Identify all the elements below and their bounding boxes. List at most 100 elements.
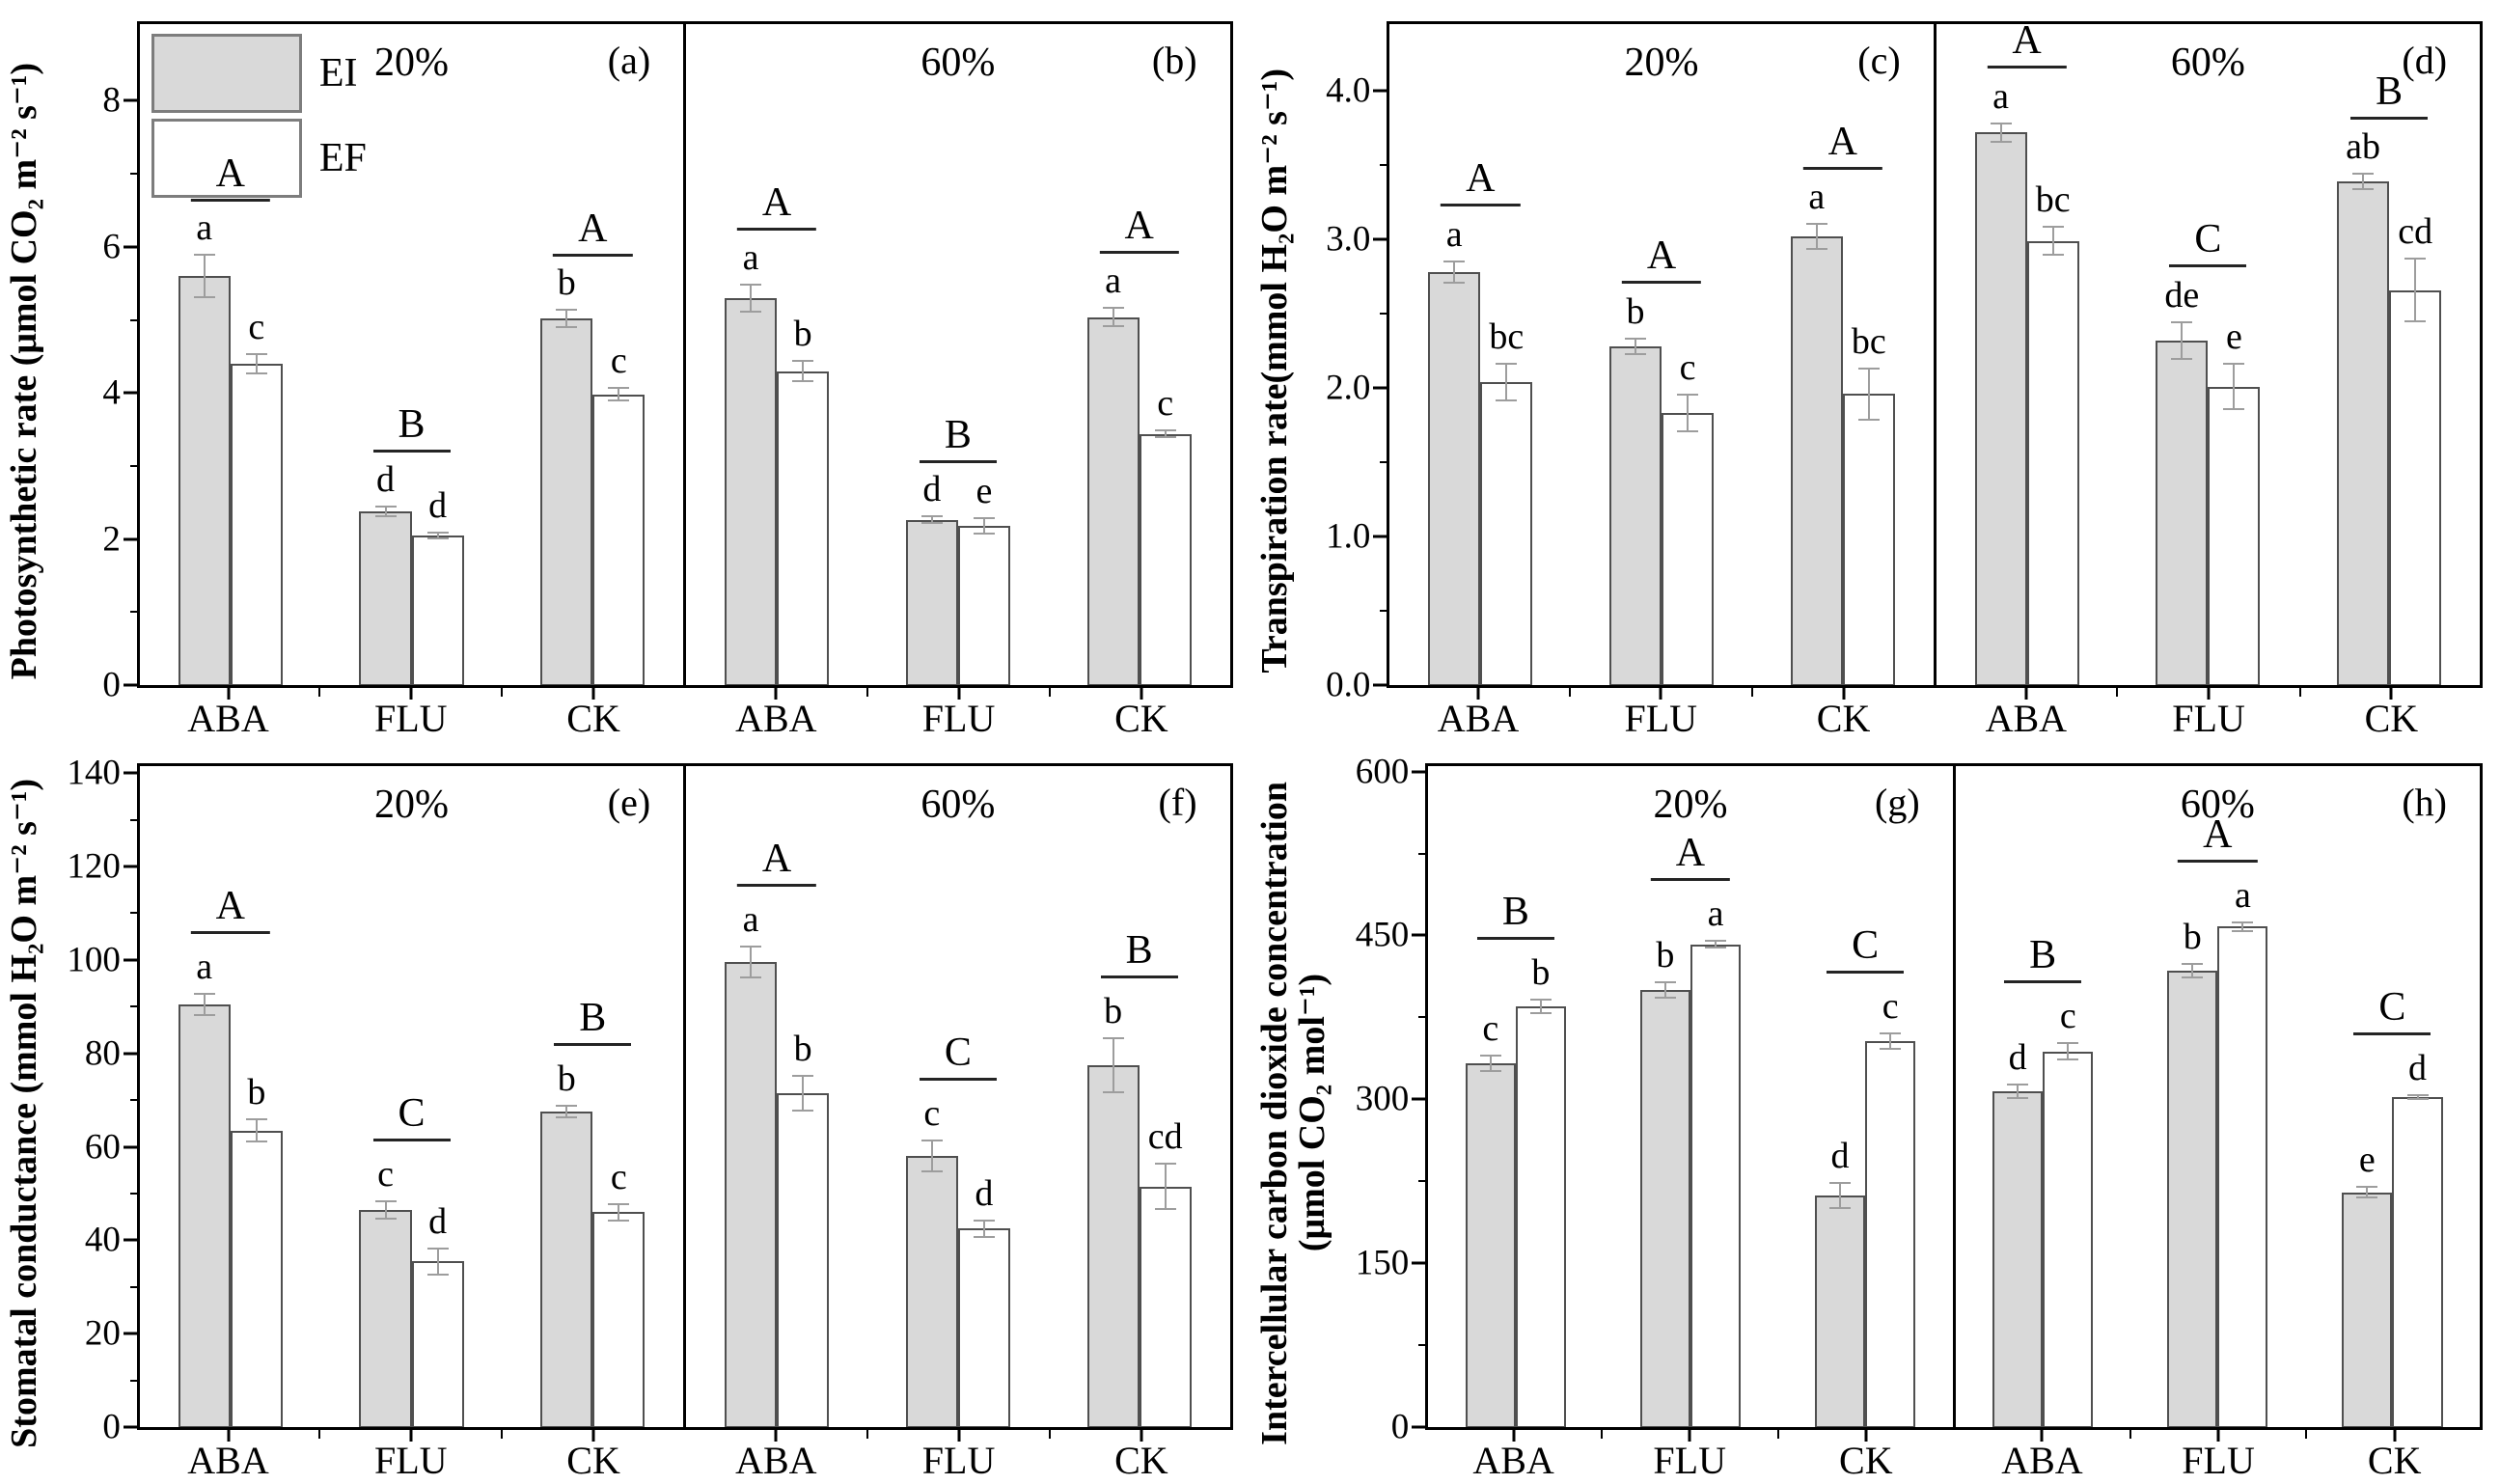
group-sig-letter-CK: B bbox=[1100, 930, 1178, 978]
error-stem bbox=[2181, 320, 2184, 360]
error-cap-bottom bbox=[2007, 1097, 2029, 1100]
error-cap-top bbox=[193, 992, 215, 995]
bar-EI-ABA bbox=[1992, 1091, 2044, 1427]
group-sig-letter-ABA: A bbox=[1987, 20, 2067, 69]
error-cap-bottom bbox=[193, 295, 215, 298]
error-bar-EI-CK bbox=[1805, 223, 1827, 250]
error-bar-EF-FLU bbox=[973, 516, 995, 536]
error-cap-top bbox=[920, 515, 943, 518]
x-category-a-ABA: ABA bbox=[187, 697, 269, 740]
sig-letter-EI-FLU: b bbox=[1626, 290, 1645, 332]
legend-item-EI: EI bbox=[151, 34, 367, 113]
error-bar-EF-FLU bbox=[1705, 940, 1727, 949]
bar-EF-CK bbox=[1842, 394, 1895, 685]
x-tick-center bbox=[1476, 688, 1480, 700]
error-cap-top bbox=[1857, 367, 1880, 370]
error-cap-top bbox=[556, 1104, 578, 1107]
group-sig-letter-ABA: A bbox=[736, 182, 817, 232]
error-cap-top bbox=[608, 387, 630, 390]
y-tick-label: 60 bbox=[84, 1127, 121, 1168]
panel-title-humidity: 20% bbox=[374, 41, 450, 85]
error-bar-EF-ABA bbox=[792, 360, 814, 382]
error-cap-bottom bbox=[2352, 188, 2375, 191]
error-bar-EI-FLU bbox=[2182, 962, 2204, 978]
bar-EF-ABA bbox=[230, 363, 283, 685]
error-bar-EI-FLU bbox=[1625, 337, 1646, 356]
y-major-tick bbox=[1373, 89, 1390, 93]
y-major-tick bbox=[123, 683, 140, 687]
error-stem bbox=[1164, 1163, 1167, 1210]
error-bar-EI-ABA bbox=[1990, 122, 2012, 144]
error-cap-top bbox=[1828, 1182, 1851, 1185]
bar-EI-FLU bbox=[1639, 990, 1690, 1427]
error-cap-top bbox=[2406, 1093, 2429, 1096]
error-stem bbox=[2366, 1185, 2369, 1199]
y-minor-tick bbox=[1418, 1180, 1429, 1183]
sig-letter-EF-FLU: d bbox=[975, 1172, 994, 1214]
x-tick-center bbox=[2024, 688, 2028, 700]
y-major-tick bbox=[123, 98, 140, 102]
y-tick-label: 0.0 bbox=[1326, 665, 1371, 705]
y-minor-tick bbox=[1380, 313, 1390, 316]
y-major-tick bbox=[123, 1332, 140, 1335]
error-cap-top bbox=[1805, 223, 1827, 226]
bar-EF-ABA bbox=[2026, 240, 2079, 685]
group-sig-letter-FLU: A bbox=[2178, 814, 2258, 863]
error-bar-EF-CK bbox=[2406, 1093, 2429, 1101]
legend-swatch-EI bbox=[151, 34, 302, 113]
error-bar-EI-FLU bbox=[374, 505, 397, 517]
error-cap-bottom bbox=[245, 372, 267, 375]
panel-tag-letter: (c) bbox=[1857, 39, 1901, 82]
error-cap-bottom bbox=[1677, 430, 1699, 433]
error-cap-bottom bbox=[740, 310, 762, 313]
bar-EF-ABA bbox=[2043, 1051, 2094, 1427]
error-cap-top bbox=[740, 283, 762, 286]
bar-EF-FLU bbox=[957, 526, 1010, 685]
x-category-c-CK: CK bbox=[1816, 697, 1871, 740]
x-tick-center bbox=[774, 688, 778, 700]
x-tick-center bbox=[227, 688, 231, 700]
y-tick-label: 80 bbox=[84, 1033, 121, 1074]
y-axis-title: Photosynthetic rate (μmol CO₂ m⁻² s⁻¹) bbox=[4, 62, 44, 680]
x-category-g-CK: CK bbox=[1839, 1439, 1893, 1482]
group-sig-letter-FLU: B bbox=[919, 415, 997, 463]
y-major-tick bbox=[1412, 1425, 1429, 1429]
sig-letter-EI-FLU: d bbox=[922, 469, 942, 510]
error-cap-top bbox=[608, 1202, 630, 1205]
y-minor-tick bbox=[1418, 1016, 1429, 1019]
error-bar-EF-FLU bbox=[426, 532, 449, 539]
sig-letter-EI-ABA: a bbox=[742, 236, 759, 278]
error-cap-top bbox=[245, 352, 267, 355]
sig-letter-EF-CK: c bbox=[1882, 986, 1899, 1028]
error-cap-top bbox=[1705, 940, 1727, 943]
sig-letter-EI-CK: a bbox=[1105, 260, 1122, 301]
x-tick-center bbox=[1864, 1430, 1868, 1442]
error-cap-bottom bbox=[193, 1013, 215, 1016]
bar-EF-ABA bbox=[1515, 1006, 1566, 1427]
y-tick-label: 3.0 bbox=[1326, 219, 1371, 260]
bar-EI-FLU bbox=[1608, 346, 1662, 685]
error-stem bbox=[1815, 223, 1818, 250]
error-cap-bottom bbox=[1805, 247, 1827, 250]
y-tick-label: 8 bbox=[102, 80, 121, 121]
error-bar-EI-ABA bbox=[193, 992, 215, 1016]
x-tick-center bbox=[591, 688, 595, 700]
error-bar-EI-CK bbox=[556, 309, 578, 328]
error-stem bbox=[930, 515, 933, 525]
bar-EF-FLU bbox=[411, 1261, 464, 1427]
panel-tag-letter: (a) bbox=[607, 39, 651, 82]
y-minor-tick bbox=[129, 611, 140, 614]
x-tick-boundary bbox=[865, 1430, 868, 1439]
error-cap-bottom bbox=[973, 1235, 995, 1238]
error-cap-bottom bbox=[556, 1116, 578, 1119]
x-category-h-ABA: ABA bbox=[2001, 1439, 2083, 1482]
bar-EI-FLU bbox=[905, 1156, 958, 1427]
group-sig-letter-FLU: C bbox=[919, 1032, 997, 1082]
error-bar-EF-FLU bbox=[426, 1247, 449, 1276]
y-tick-label: 450 bbox=[1355, 915, 1410, 955]
